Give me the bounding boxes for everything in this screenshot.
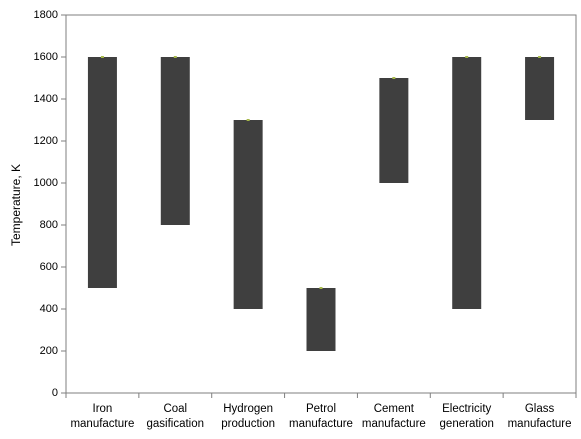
y-tick-label: 400 xyxy=(40,303,58,315)
y-axis-title: Temperature, K xyxy=(9,164,23,246)
y-tick-label: 1000 xyxy=(34,177,58,189)
x-category-label: Iron xyxy=(93,403,113,415)
x-category-label: Cement xyxy=(374,403,415,415)
x-category-label: manufacture xyxy=(508,418,572,430)
plot-area: 0 200 400 600 800 1000 1200 1400 1600 1800 Iron man… xyxy=(34,9,577,430)
y-tick-label: 600 xyxy=(40,261,58,273)
x-category-label: manufacture xyxy=(70,418,134,430)
x-category-label: Electricity xyxy=(442,403,491,415)
x-category-label: production xyxy=(221,418,275,430)
y-tick-label: 1400 xyxy=(34,93,58,105)
bar-top-marker xyxy=(100,56,104,58)
bar-range xyxy=(452,57,482,309)
x-category-label: Hydrogen xyxy=(223,403,273,415)
y-tick-label: 1200 xyxy=(34,135,58,147)
y-tick-label: 1800 xyxy=(34,9,58,21)
bar-top-marker xyxy=(246,119,250,121)
y-tick-label: 800 xyxy=(40,219,58,231)
x-category-label: Petrol xyxy=(306,403,336,415)
x-category-label: Glass xyxy=(525,403,555,415)
x-category-label: Coal xyxy=(163,403,187,415)
bar-top-marker xyxy=(538,56,542,58)
x-category-label: manufacture xyxy=(289,418,353,430)
bar-range xyxy=(87,57,117,288)
bar-range xyxy=(379,78,409,183)
plot-frame xyxy=(65,14,577,394)
bar-top-marker xyxy=(465,56,469,58)
y-tick-label: 0 xyxy=(52,387,58,399)
x-category-label: manufacture xyxy=(362,418,426,430)
x-category-label: gasification xyxy=(147,418,205,430)
bar-top-marker xyxy=(173,56,177,58)
bar-range xyxy=(233,120,263,309)
bar-range xyxy=(160,57,190,225)
bar-range xyxy=(525,57,555,120)
bar-top-marker xyxy=(319,287,323,289)
bar-range xyxy=(306,288,336,351)
y-tick-label: 200 xyxy=(40,345,58,357)
y-tick-label: 1600 xyxy=(34,51,58,63)
x-category-label: generation xyxy=(440,418,494,430)
bar-top-marker xyxy=(392,77,396,79)
